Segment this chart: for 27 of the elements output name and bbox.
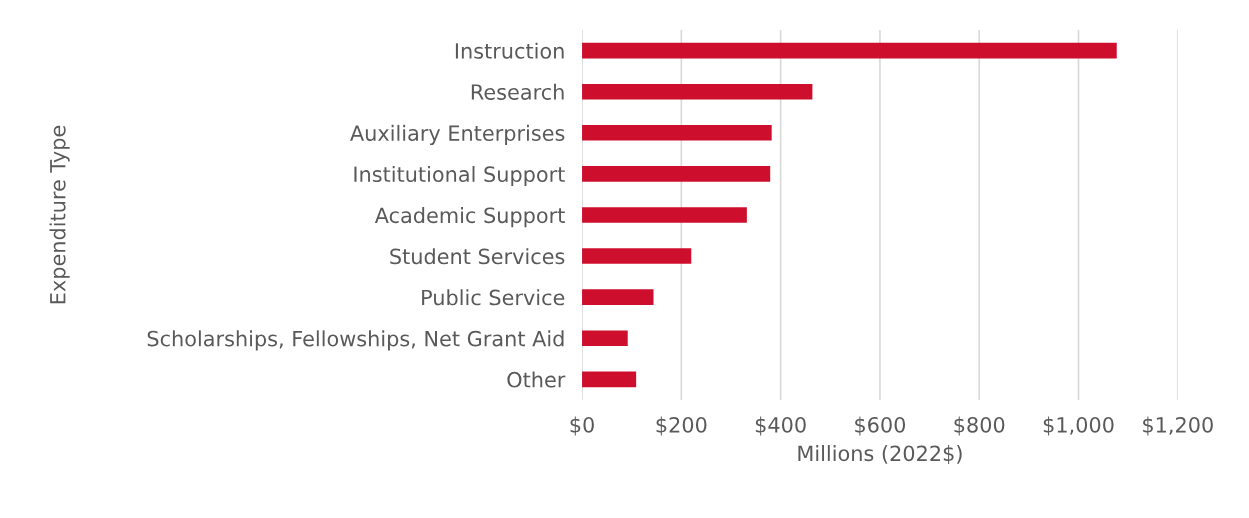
x-axis-title: Millions (2022$) (798, 445, 962, 464)
bar (582, 289, 654, 305)
bar (582, 371, 637, 388)
bar (582, 166, 771, 182)
bar (582, 248, 692, 264)
bar (582, 42, 1117, 59)
bar (582, 124, 772, 141)
y-tick-label: Academic Support (374, 207, 565, 228)
y-tick-label: Instruction (455, 42, 564, 59)
bar (582, 83, 813, 100)
x-tick-label: $1,200 (1143, 416, 1213, 436)
y-tick-label: Scholarships, Fellowships, Net Grant Aid (147, 330, 564, 351)
y-axis-title: Expenditure Type (49, 125, 70, 304)
x-tick-label: $400 (755, 416, 806, 436)
x-tick-label: $800 (954, 416, 1005, 436)
x-tick-label: $1,000 (1043, 416, 1114, 436)
x-tick-label: $600 (855, 416, 906, 436)
y-tick-label: Auxiliary Enterprises (350, 124, 565, 146)
y-tick-label: Institutional Support (354, 165, 565, 187)
y-tick-label: Public Service (422, 289, 565, 306)
x-tick-label: $200 (656, 416, 707, 436)
bar (582, 330, 628, 347)
y-tick-label: Other (507, 371, 566, 388)
bar (582, 207, 747, 223)
y-tick-label: Research (471, 83, 564, 100)
x-tick-label: $0 (570, 416, 594, 436)
y-tick-label: Student Services (390, 248, 565, 265)
